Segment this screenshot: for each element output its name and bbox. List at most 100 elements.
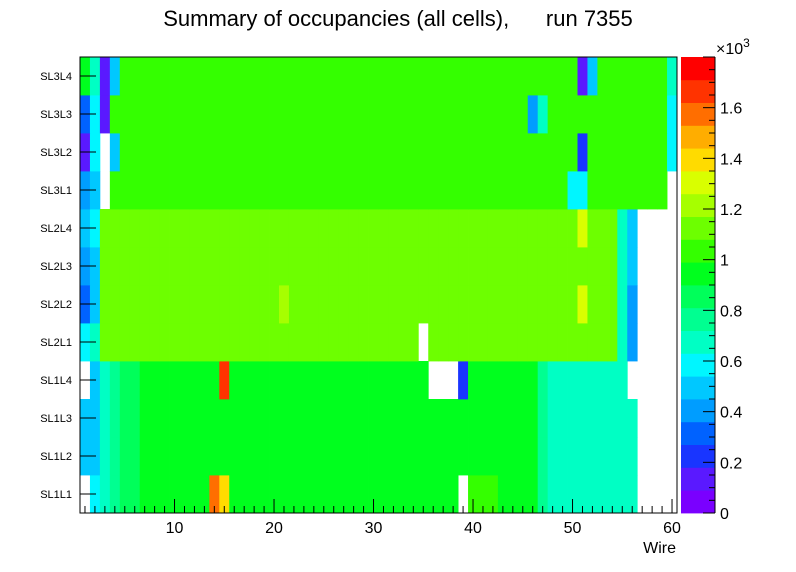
heatmap-cell — [537, 57, 549, 96]
heatmap-cell — [109, 323, 121, 362]
heatmap-cell — [547, 133, 558, 172]
heatmap-cell — [288, 133, 300, 172]
heatmap-cell — [597, 399, 608, 438]
heatmap-cell — [318, 399, 330, 438]
heatmap-cell — [408, 399, 419, 438]
heatmap-cell — [517, 437, 529, 476]
heatmap-cell — [358, 399, 369, 438]
y-tick-label: SL2L1 — [40, 337, 72, 349]
heatmap-cell — [607, 285, 618, 324]
heatmap-cell — [288, 399, 300, 438]
heatmap-cell — [667, 95, 678, 134]
heatmap-cell — [438, 209, 449, 248]
heatmap-cell — [537, 361, 549, 400]
heatmap-cell — [348, 171, 359, 210]
heatmap-cell — [109, 57, 121, 96]
heatmap-cell — [607, 95, 618, 134]
heatmap-cell — [189, 209, 200, 248]
heatmap-cell — [348, 475, 359, 514]
heatmap-cell — [537, 399, 549, 438]
heatmap-cell — [159, 95, 170, 134]
color-scale-tick-label: 0.8 — [720, 303, 742, 320]
heatmap-cell — [129, 475, 141, 514]
heatmap-cell — [279, 133, 290, 172]
heatmap-cell — [647, 133, 658, 172]
heatmap-cell — [169, 399, 180, 438]
heatmap-cell — [209, 133, 220, 172]
heatmap-cell — [557, 475, 568, 514]
heatmap-cell — [199, 323, 210, 362]
heatmap-cell — [239, 323, 250, 362]
heatmap-cell — [527, 171, 539, 210]
heatmap-cell — [358, 171, 369, 210]
heatmap-cell — [478, 247, 489, 286]
heatmap-cell — [428, 209, 439, 248]
heatmap-cell — [567, 95, 578, 134]
heatmap-cell — [398, 361, 409, 400]
heatmap-cell — [647, 95, 658, 134]
heatmap-cell — [418, 247, 429, 286]
heatmap-cell — [507, 133, 519, 172]
heatmap-cell — [249, 209, 260, 248]
heatmap-cell — [507, 437, 519, 476]
heatmap-cell — [189, 247, 200, 286]
heatmap-cell — [517, 57, 529, 96]
heatmap-cell — [169, 171, 180, 210]
heatmap-cell — [418, 475, 429, 514]
heatmap-cell — [497, 361, 509, 400]
heatmap-cell — [438, 57, 449, 96]
heatmap-cell — [657, 95, 668, 134]
heatmap-cell — [418, 437, 429, 476]
heatmap-cell — [338, 323, 350, 362]
heatmap-cell — [458, 209, 469, 248]
heatmap-cell — [428, 57, 439, 96]
heatmap-cell — [378, 437, 389, 476]
heatmap-cell — [259, 475, 270, 514]
heatmap-cell — [259, 361, 270, 400]
heatmap-cell — [159, 285, 170, 324]
y-tick-label: SL3L4 — [40, 71, 72, 83]
color-scale-band — [681, 79, 715, 103]
heatmap-cell — [189, 133, 200, 172]
heatmap-cell — [348, 209, 359, 248]
heatmap-cell — [328, 323, 340, 362]
heatmap-cell — [269, 57, 280, 96]
heatmap-cell — [567, 247, 578, 286]
x-tick-label: 20 — [265, 520, 283, 537]
heatmap-cell — [179, 399, 190, 438]
heatmap-cell — [418, 57, 429, 96]
heatmap-cell — [169, 247, 180, 286]
heatmap-cell — [179, 95, 190, 134]
heatmap-cell — [547, 57, 558, 96]
heatmap-cell — [408, 171, 419, 210]
heatmap-cell — [279, 57, 290, 96]
heatmap-cell — [179, 209, 190, 248]
heatmap-cell — [279, 399, 290, 438]
heatmap-cell — [129, 437, 141, 476]
heatmap-cell — [189, 475, 200, 514]
heatmap-cell — [109, 437, 121, 476]
heatmap-cell — [308, 133, 320, 172]
heatmap-cell — [129, 209, 141, 248]
heatmap-cell — [189, 361, 200, 400]
heatmap-cell — [587, 171, 598, 210]
heatmap-cell — [318, 437, 330, 476]
heatmap-cell — [269, 285, 280, 324]
heatmap-cell — [507, 95, 519, 134]
color-scale-band — [681, 193, 715, 217]
heatmap-cell — [478, 323, 489, 362]
heatmap-cell — [169, 475, 180, 514]
heatmap-cell — [139, 437, 151, 476]
y-tick-label: SL1L4 — [40, 375, 72, 387]
heatmap-cell — [209, 399, 220, 438]
heatmap-cell — [308, 247, 320, 286]
heatmap-cell — [99, 323, 111, 362]
heatmap-cell — [458, 285, 469, 324]
heatmap-cell — [348, 323, 359, 362]
heatmap-cell — [189, 323, 200, 362]
heatmap-cell — [597, 95, 608, 134]
heatmap-cell — [229, 209, 240, 248]
heatmap-cell — [159, 57, 170, 96]
heatmap-cell — [348, 95, 359, 134]
color-scale-times-ten: 10 — [725, 41, 743, 58]
